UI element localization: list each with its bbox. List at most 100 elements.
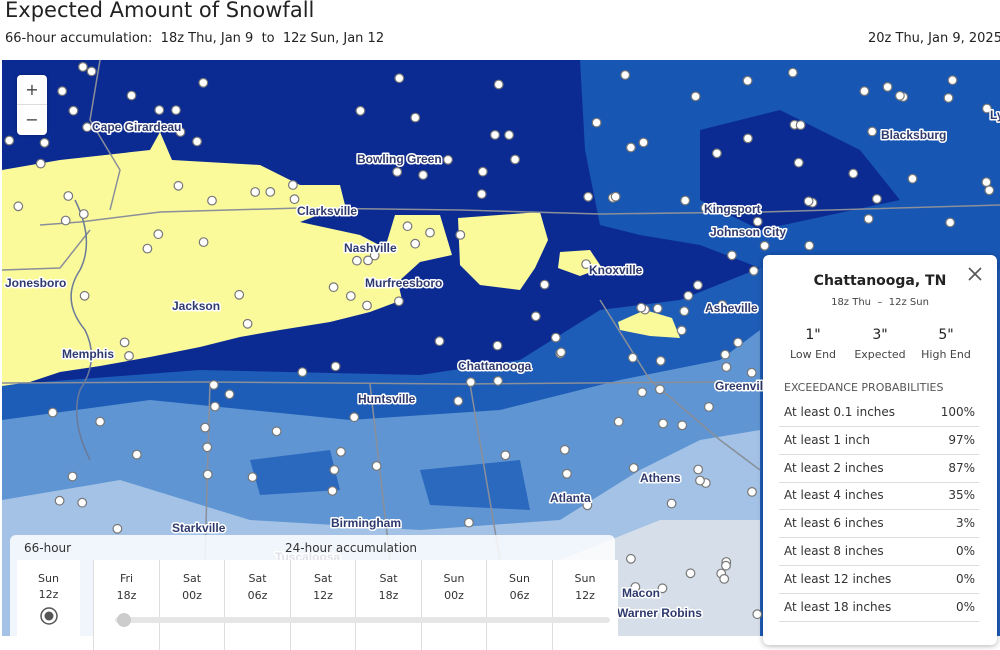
time-slot[interactable]: Sat 12z — [289, 560, 356, 650]
station — [655, 355, 666, 366]
slot-time: 18z — [116, 589, 137, 602]
close-button[interactable] — [968, 267, 982, 281]
station — [153, 229, 164, 240]
station — [362, 300, 372, 311]
time-slot[interactable]: Fri 18z — [93, 560, 159, 650]
place-label: Kingsport — [704, 202, 761, 216]
station — [752, 216, 763, 227]
station — [39, 137, 50, 148]
slot-time: 12z — [38, 588, 59, 601]
station — [265, 186, 276, 197]
station — [410, 238, 421, 249]
station — [556, 347, 566, 358]
amount-label: High End — [921, 348, 971, 361]
station — [510, 154, 520, 165]
station — [369, 250, 380, 261]
station — [79, 290, 90, 301]
row-value: 0% — [955, 599, 975, 614]
zoom-in[interactable]: + — [17, 75, 47, 105]
station — [581, 259, 591, 270]
station — [677, 420, 688, 431]
time-slot[interactable]: Sun 06z — [486, 560, 552, 650]
slot-time: 00z — [182, 589, 202, 602]
station — [721, 362, 732, 372]
snow-yellow — [458, 212, 548, 290]
slot-time: 00z — [444, 589, 464, 602]
station — [562, 468, 572, 479]
station — [349, 412, 360, 423]
total-label: 66-hour — [24, 541, 72, 555]
slot-day: Sun — [574, 572, 596, 585]
station — [35, 158, 46, 169]
slot-time: 12z — [313, 589, 333, 602]
station — [271, 426, 282, 437]
station — [202, 442, 213, 453]
station — [234, 289, 245, 300]
station — [198, 237, 209, 248]
station — [493, 376, 503, 386]
snow-medium — [250, 450, 530, 510]
period-start: 18z Thu — [831, 297, 872, 308]
station — [787, 67, 798, 78]
station — [863, 213, 874, 224]
station — [77, 497, 88, 508]
station — [743, 133, 753, 144]
place-label: Jackson — [172, 299, 220, 313]
station — [550, 332, 561, 343]
station — [859, 86, 870, 96]
station — [250, 187, 261, 197]
place-label: Blacksburg — [881, 128, 946, 142]
station — [78, 209, 89, 219]
station — [627, 352, 638, 363]
time-slot[interactable]: Sat 18z — [355, 560, 421, 650]
station — [425, 227, 435, 238]
place-label: Murfreesboro — [365, 276, 442, 290]
time-slot[interactable]: Sun 12z — [551, 560, 618, 650]
station — [392, 166, 403, 177]
slot-day: Sat — [313, 572, 333, 585]
station — [626, 142, 636, 153]
snow-yellow — [558, 250, 602, 276]
station — [695, 475, 705, 486]
stations — [4, 62, 995, 620]
row-label: At least 2 inches — [784, 460, 884, 475]
row-separator — [779, 426, 979, 427]
radio[interactable] — [39, 606, 59, 626]
place-label: Greenvill — [715, 379, 766, 393]
station — [613, 416, 624, 427]
location-popup: Chattanooga, TN 18z Thu – 12z Sun 1" Low … — [763, 255, 997, 645]
station — [712, 148, 722, 159]
time-slot[interactable]: Sat 00z — [158, 560, 225, 650]
station — [637, 387, 647, 398]
station — [655, 384, 665, 395]
place-label: Nashville — [344, 241, 397, 255]
station — [60, 215, 71, 226]
station — [443, 154, 453, 165]
time-slot[interactable]: Sun 00z — [420, 560, 487, 650]
row-label: At least 4 inches — [784, 488, 884, 503]
station — [583, 191, 594, 202]
row-value: 97% — [948, 432, 975, 447]
zoom-out[interactable]: − — [25, 110, 39, 129]
row-label: At least 1 inch — [784, 432, 870, 447]
row-value: 87% — [948, 460, 975, 475]
station — [719, 574, 730, 584]
station — [693, 280, 703, 291]
station — [530, 311, 541, 322]
slot-time: 12z — [575, 589, 595, 602]
station — [175, 127, 186, 137]
station — [981, 177, 992, 188]
station — [747, 487, 757, 497]
time-slot[interactable]: Sat 06z — [224, 560, 290, 650]
slider[interactable] — [105, 610, 615, 630]
slot-day: Sat — [248, 572, 267, 585]
popup-period: 18z Thu – 12z Sun — [763, 297, 997, 308]
place-label: Macon — [622, 586, 660, 600]
station — [210, 401, 220, 412]
station — [620, 70, 631, 80]
end-time: 12z Sun, Jan 12 — [282, 31, 385, 46]
station — [582, 500, 593, 511]
station — [680, 195, 691, 206]
total-slot[interactable]: Sun 12z — [17, 560, 80, 650]
station — [82, 122, 92, 133]
